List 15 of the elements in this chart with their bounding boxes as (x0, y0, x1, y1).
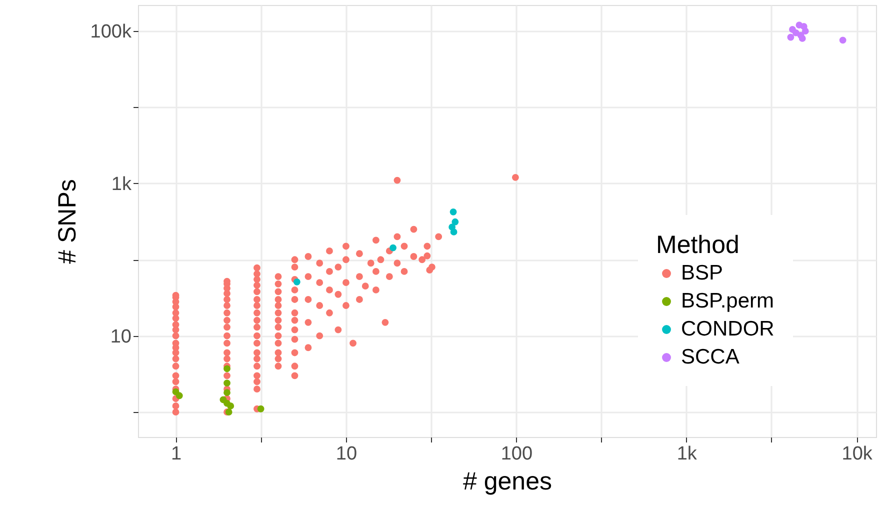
y-tick-label: 1k (111, 174, 132, 195)
legend-title: Method (656, 231, 740, 259)
legend-label: CONDOR (681, 318, 774, 340)
y-tick-label: 100k (90, 22, 132, 43)
y-tick-label: 10 (110, 326, 132, 348)
x-axis-title: # genes (463, 468, 552, 496)
legend-label: BSP.perm (681, 290, 774, 312)
x-tick-label: 10 (336, 444, 358, 464)
x-tick-label: 1 (170, 444, 182, 464)
y-axis-title: # SNPs (53, 179, 82, 264)
x-tick-label: 1k (676, 444, 698, 464)
legend-label: BSP (681, 262, 724, 284)
legend-label: SCCA (681, 346, 740, 368)
x-tick-label: 10k (842, 444, 873, 464)
x-tick-label: 100 (500, 444, 533, 464)
